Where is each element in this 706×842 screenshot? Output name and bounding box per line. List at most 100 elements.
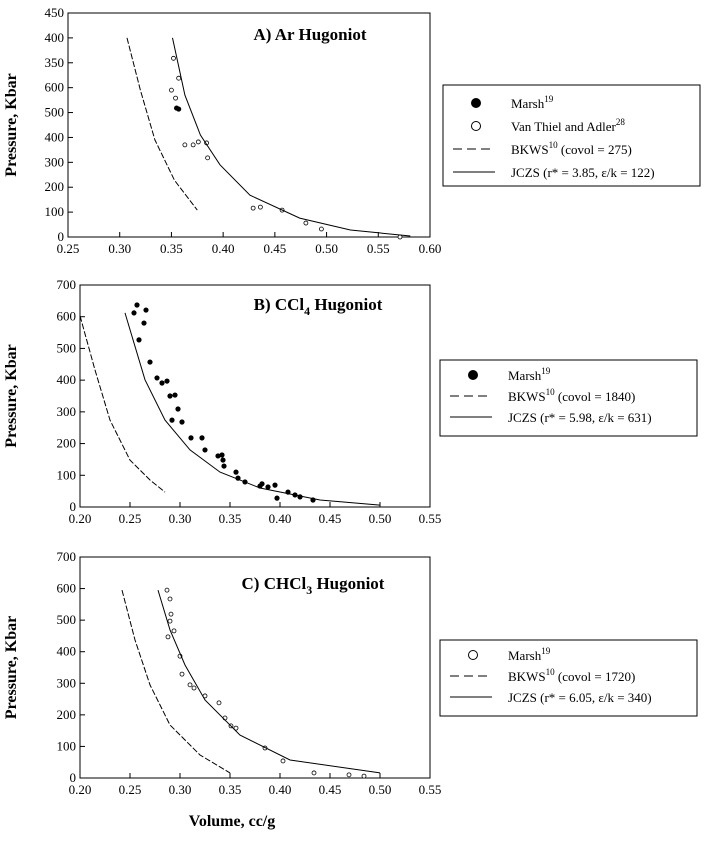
point <box>361 773 367 779</box>
point <box>179 419 185 425</box>
point <box>303 220 309 226</box>
y-tick-label: 500 <box>57 340 77 355</box>
point <box>131 310 137 316</box>
x-tick-label: 0.20 <box>69 511 92 526</box>
y-tick-label: 200 <box>57 436 77 451</box>
point <box>265 484 271 490</box>
point <box>147 359 153 365</box>
y-tick-label: 300 <box>57 404 77 419</box>
line <box>157 589 381 774</box>
point <box>165 634 171 640</box>
x-tick-label: 0.30 <box>169 511 192 526</box>
line <box>79 315 166 493</box>
x-tick-label: 0.20 <box>69 782 92 797</box>
y-tick-label: 100 <box>57 738 77 753</box>
y-axis-label: Pressure, Kbar <box>3 73 20 176</box>
point <box>175 406 181 412</box>
point <box>311 770 317 776</box>
y-tick-label: 400 <box>57 372 77 387</box>
legend-marker <box>471 98 481 108</box>
point <box>346 772 352 778</box>
legend-box <box>439 639 698 717</box>
point <box>191 685 197 691</box>
point <box>259 481 265 487</box>
point <box>190 142 196 148</box>
y-tick-label: 0 <box>70 499 77 514</box>
point <box>221 463 227 469</box>
point <box>173 95 178 101</box>
x-tick-label: 0.25 <box>57 241 80 256</box>
x-tick-label: 0.55 <box>419 511 442 526</box>
point <box>169 87 174 93</box>
point <box>182 142 188 148</box>
x-tick-label: 0.50 <box>369 782 392 797</box>
point <box>164 587 170 593</box>
legend-label: BKWS10 (covol = 1840) <box>508 387 635 404</box>
y-tick-label: 400 <box>57 644 77 659</box>
y-tick-label: 400 <box>45 30 65 45</box>
point <box>318 226 324 232</box>
x-tick-label: 0.35 <box>160 241 183 256</box>
point <box>220 457 226 463</box>
x-tick-label: 0.40 <box>269 782 292 797</box>
y-tick-label: 600 <box>45 80 65 95</box>
legend-label: JCZS (r* = 6.05, ε/k = 340) <box>508 690 652 705</box>
x-tick-label: 0.45 <box>319 511 342 526</box>
y-tick-label: 400 <box>45 129 65 144</box>
point <box>188 435 194 441</box>
legend-label: Marsh19 <box>508 646 551 663</box>
y-tick-label: 500 <box>57 612 77 627</box>
y-tick-label: 300 <box>45 154 65 169</box>
x-tick-label: 0.30 <box>108 241 131 256</box>
legend-marker <box>468 370 478 380</box>
line <box>121 589 231 774</box>
point <box>272 482 278 488</box>
point <box>219 452 225 458</box>
legend-label: BKWS10 (covol = 275) <box>511 140 632 157</box>
y-tick-label: 450 <box>45 5 65 20</box>
line <box>172 37 411 237</box>
y-tick-label: 350 <box>45 55 65 70</box>
x-tick-label: 0.25 <box>119 511 142 526</box>
point <box>171 628 177 634</box>
plot-frame <box>79 284 431 508</box>
chart-title: A) Ar Hugoniot <box>253 25 366 44</box>
point <box>154 375 160 381</box>
y-tick-label: 300 <box>57 675 77 690</box>
point <box>143 307 149 313</box>
x-tick-label: 0.55 <box>367 241 390 256</box>
legend-label: JCZS (r* = 5.98, ε/k = 631) <box>508 410 652 425</box>
point <box>233 725 239 731</box>
point <box>205 155 211 161</box>
point <box>168 611 174 617</box>
x-tick-label: 0.45 <box>319 782 342 797</box>
plot-frame <box>79 556 431 779</box>
point <box>136 337 142 343</box>
y-axis-label: Pressure, Kbar <box>3 616 20 719</box>
point <box>171 55 176 61</box>
chart-title: B) CCl4 Hugoniot <box>254 295 383 318</box>
point <box>233 469 239 475</box>
x-tick-label: 0.35 <box>219 511 242 526</box>
y-tick-label: 600 <box>57 309 77 324</box>
point <box>280 758 286 764</box>
x-tick-label: 0.25 <box>119 782 142 797</box>
point <box>167 618 173 624</box>
y-tick-label: 700 <box>57 277 77 292</box>
point <box>141 320 147 326</box>
legend-marker <box>471 121 481 131</box>
y-tick-label: 700 <box>57 549 77 564</box>
line <box>124 312 381 506</box>
x-tick-label: 0.60 <box>419 241 442 256</box>
y-axis-label: Pressure, Kbar <box>3 344 20 447</box>
legend-label: BKWS10 (covol = 1720) <box>508 667 635 684</box>
x-axis-label: Volume, cc/g <box>189 813 276 830</box>
point <box>176 75 182 81</box>
point <box>167 596 173 602</box>
y-tick-label: 0 <box>58 229 65 244</box>
y-tick-label: 200 <box>45 179 65 194</box>
point <box>179 671 185 677</box>
x-tick-label: 0.45 <box>263 241 286 256</box>
point <box>176 106 182 112</box>
